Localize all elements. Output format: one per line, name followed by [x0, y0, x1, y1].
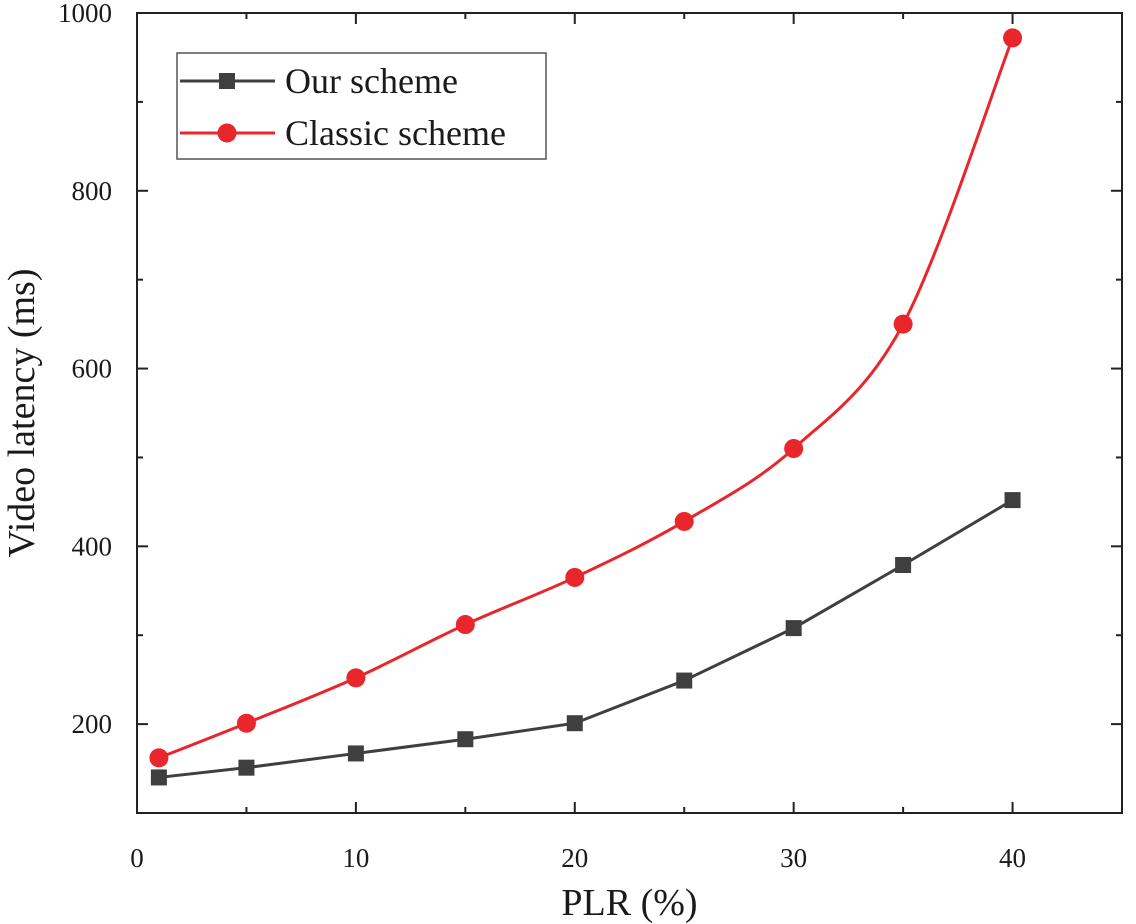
- data-point-our-scheme: [1004, 492, 1021, 509]
- y-tick-label: 1000: [58, 0, 112, 28]
- plot-frame: [136, 12, 1123, 814]
- legend-item-classic-scheme: Classic scheme: [180, 113, 506, 153]
- data-point-classic-scheme: [149, 748, 169, 768]
- x-tick-label: 10: [342, 843, 369, 873]
- data-point-our-scheme: [566, 715, 583, 732]
- x-axis-title: PLR (%): [561, 882, 697, 924]
- y-tick-label: 800: [72, 176, 113, 206]
- data-point-classic-scheme: [346, 668, 366, 688]
- series-our-scheme: [150, 492, 1021, 786]
- x-tick-label: 30: [780, 843, 807, 873]
- data-point-classic-scheme: [236, 713, 256, 733]
- data-point-classic-scheme: [1003, 28, 1023, 48]
- legend-box: [176, 52, 547, 160]
- legend: Our scheme Classic scheme: [176, 52, 547, 160]
- data-point-classic-scheme: [893, 314, 913, 334]
- data-point-classic-scheme: [674, 511, 694, 531]
- legend-label-our-scheme: Our scheme: [285, 61, 458, 101]
- x-tick-label: 20: [561, 843, 588, 873]
- y-tick-label: 600: [72, 354, 113, 384]
- axes: 0 10 20 30 40 200 400 600 800 1000: [58, 0, 1123, 873]
- y-tick-label: 200: [72, 709, 113, 739]
- legend-marker-classic-scheme: [217, 123, 237, 143]
- data-point-our-scheme: [347, 745, 364, 762]
- data-point-classic-scheme: [784, 439, 804, 459]
- x-tick-label: 0: [130, 843, 144, 873]
- data-point-our-scheme: [457, 731, 474, 748]
- series-layer: [149, 28, 1023, 786]
- y-tick-label: 400: [72, 531, 113, 561]
- legend-marker-our-scheme: [219, 73, 235, 89]
- legend-label-classic-scheme: Classic scheme: [285, 113, 506, 153]
- data-point-our-scheme: [895, 557, 912, 573]
- data-point-classic-scheme: [455, 615, 475, 635]
- data-point-our-scheme: [676, 672, 693, 689]
- data-point-our-scheme: [785, 620, 802, 637]
- series-line-our-scheme: [158, 498, 1014, 779]
- data-point-our-scheme: [238, 759, 255, 776]
- x-tick-label: 40: [999, 843, 1026, 873]
- legend-item-our-scheme: Our scheme: [180, 61, 458, 101]
- data-point-classic-scheme: [565, 567, 585, 587]
- data-point-our-scheme: [150, 769, 167, 786]
- series-classic-scheme: [149, 28, 1023, 768]
- y-axis-title: Video latency (ms): [1, 269, 43, 558]
